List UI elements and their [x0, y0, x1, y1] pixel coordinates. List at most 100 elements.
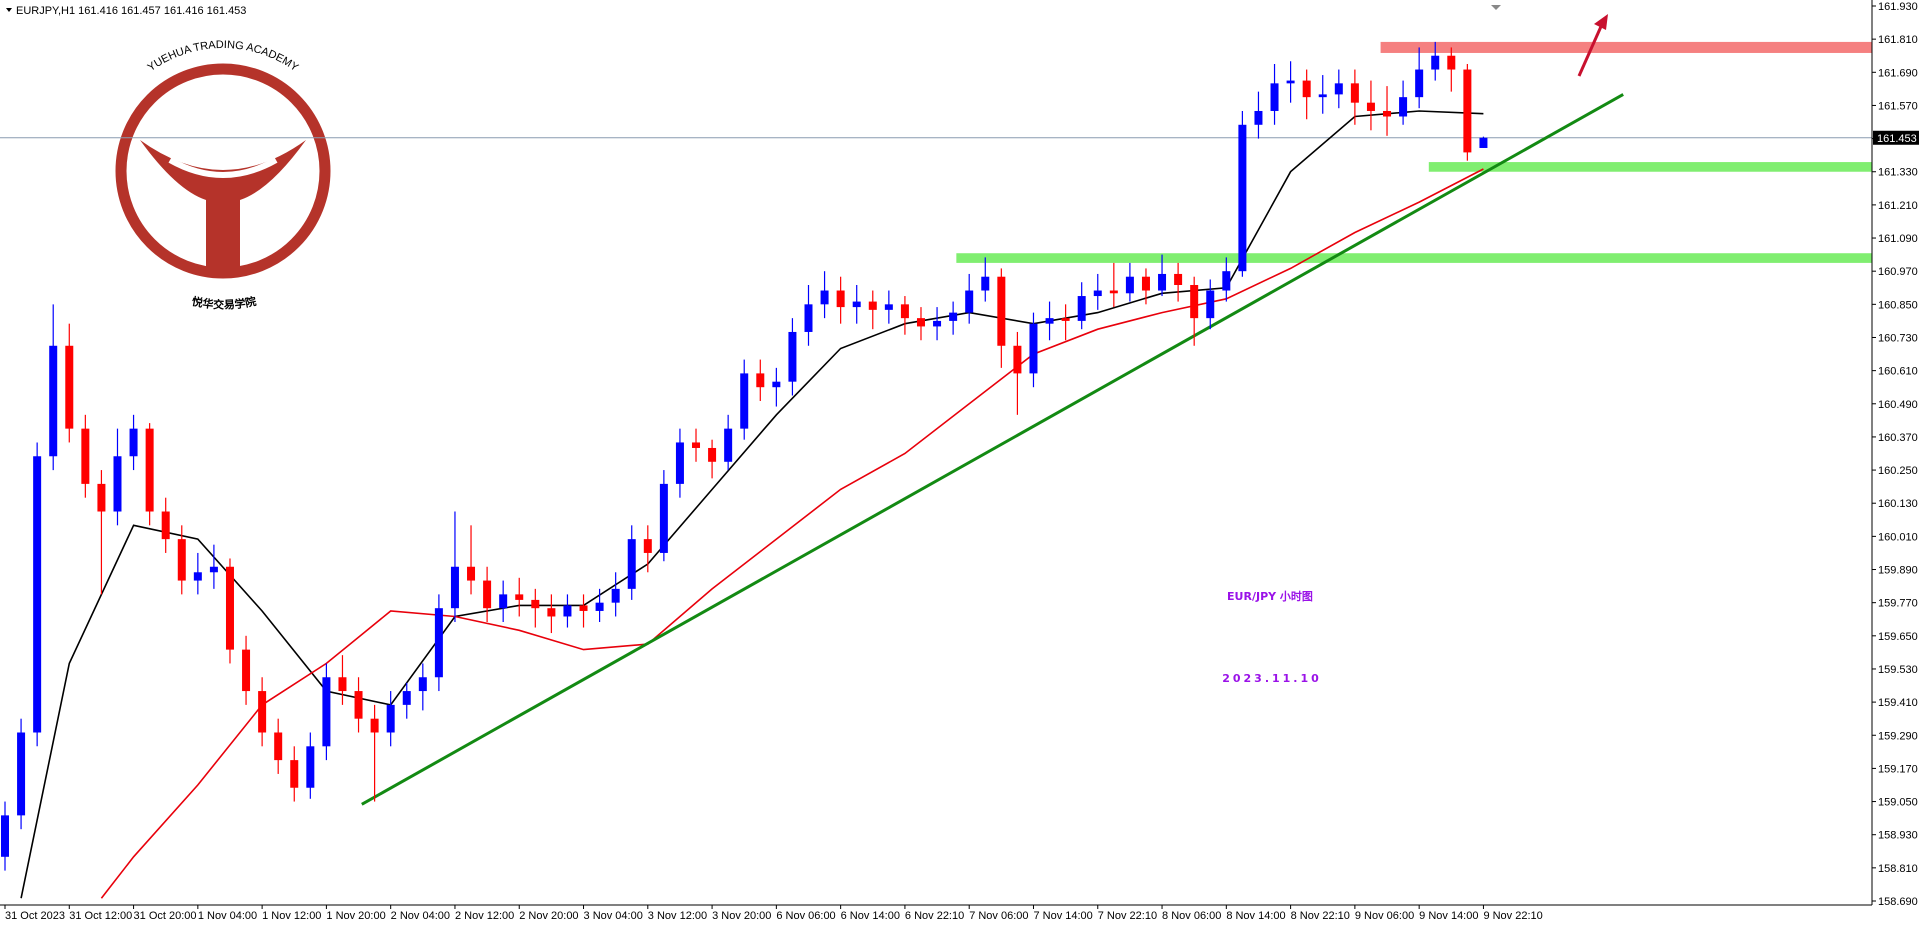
candle-body — [563, 605, 572, 617]
candle-body — [1431, 55, 1440, 70]
candle-body — [161, 511, 170, 540]
candle-body — [242, 649, 251, 692]
candle-body — [1206, 290, 1215, 319]
candle-body — [113, 456, 122, 512]
logo-ring — [115, 63, 331, 279]
candle-body — [418, 677, 427, 692]
candle-body — [65, 345, 74, 429]
x-tick-label: 7 Nov 06:00 — [969, 910, 1028, 922]
y-tick-label: 160.970 — [1878, 266, 1918, 278]
x-tick-label: 9 Nov 22:10 — [1483, 910, 1542, 922]
candle-body — [659, 483, 668, 553]
candle-body — [949, 312, 958, 321]
y-tick-label: 158.690 — [1878, 896, 1918, 908]
candle-body — [692, 442, 701, 448]
y-tick-label: 161.090 — [1878, 233, 1918, 245]
x-tick-label: 8 Nov 22:10 — [1291, 910, 1350, 922]
x-tick-label: 2 Nov 20:00 — [519, 910, 578, 922]
candle-body — [386, 704, 395, 733]
candle-body — [1174, 273, 1183, 285]
candle-body — [402, 691, 411, 705]
current-price-label: 161.453 — [1877, 133, 1917, 145]
candle-body — [434, 608, 443, 678]
candle-body — [306, 746, 315, 788]
candle-body — [290, 760, 299, 788]
candle-body — [450, 566, 459, 609]
x-tick-label: 1 Nov 04:00 — [198, 910, 257, 922]
header-close: 161.453 — [207, 5, 247, 17]
header-low: 161.416 — [164, 5, 204, 17]
header-high: 161.457 — [121, 5, 161, 17]
candle-body — [1447, 55, 1456, 70]
menu-arrow[interactable] — [6, 8, 12, 12]
logo-mark — [140, 140, 306, 268]
x-tick-label: 31 Oct 20:00 — [134, 910, 197, 922]
zone — [956, 253, 1872, 263]
y-tick-label: 160.730 — [1878, 332, 1918, 344]
x-tick-label: 6 Nov 06:00 — [776, 910, 835, 922]
candle-body — [97, 483, 106, 512]
candle-body — [772, 381, 781, 388]
candle-body — [836, 290, 845, 308]
zone — [1428, 162, 1872, 172]
x-tick-label: 2 Nov 04:00 — [391, 910, 450, 922]
scroll-marker — [1491, 5, 1501, 10]
x-tick-label: 3 Nov 04:00 — [584, 910, 643, 922]
candle-body — [868, 301, 877, 310]
candle-body — [981, 276, 990, 291]
candle-body — [1254, 110, 1263, 125]
y-tick-label: 159.770 — [1878, 598, 1918, 610]
candle-body — [1158, 273, 1167, 291]
candle-body — [1270, 83, 1279, 111]
candle-body — [483, 580, 492, 609]
zone — [1380, 41, 1872, 53]
candle-body — [225, 566, 234, 650]
candle-body — [1238, 124, 1247, 272]
y-tick-label: 159.290 — [1878, 730, 1918, 742]
candle-body — [1141, 276, 1150, 291]
candle-body — [33, 456, 42, 733]
candle-body — [515, 594, 524, 600]
x-tick-label: 1 Nov 20:00 — [326, 910, 385, 922]
x-tick-label: 31 Oct 12:00 — [69, 910, 132, 922]
x-tick-label: 7 Nov 22:10 — [1098, 910, 1157, 922]
y-tick-label: 158.930 — [1878, 830, 1918, 842]
candle-body — [145, 428, 154, 512]
candle-body — [1383, 110, 1392, 117]
candle-body — [1125, 276, 1134, 294]
candle-body — [322, 677, 331, 747]
x-tick-label: 3 Nov 20:00 — [712, 910, 771, 922]
x-tick-label: 1 Nov 12:00 — [262, 910, 321, 922]
candle-body — [1045, 318, 1054, 324]
candle-body — [884, 304, 893, 310]
x-tick-label: 7 Nov 14:00 — [1033, 910, 1092, 922]
candle-body — [788, 331, 797, 382]
candle-body — [933, 320, 942, 327]
y-tick-label: 161.810 — [1878, 34, 1918, 46]
candle-body — [1479, 137, 1488, 148]
candle-body — [1350, 83, 1359, 103]
candle-body — [1222, 271, 1231, 291]
candle-body — [258, 691, 267, 733]
x-tick-label: 2 Nov 12:00 — [455, 910, 514, 922]
y-tick-label: 158.810 — [1878, 863, 1918, 875]
candle-body — [643, 539, 652, 553]
candle-body — [1029, 323, 1038, 374]
y-tick-label: 160.010 — [1878, 531, 1918, 543]
candle-body — [531, 599, 540, 609]
candle-body — [1061, 318, 1070, 321]
x-tick-label: 8 Nov 06:00 — [1162, 910, 1221, 922]
candle-body — [1463, 69, 1472, 153]
candle-body — [1013, 345, 1022, 374]
x-tick-label: 9 Nov 06:00 — [1355, 910, 1414, 922]
candle-body — [1415, 69, 1424, 98]
x-tick-label: 3 Nov 12:00 — [648, 910, 707, 922]
candle-body — [370, 718, 379, 733]
candle-body — [1366, 102, 1375, 111]
candle-body — [756, 373, 765, 388]
moving-average — [20, 110, 1484, 899]
arrow-head — [1594, 14, 1608, 30]
y-tick-label: 159.530 — [1878, 664, 1918, 676]
candle-body — [547, 608, 556, 617]
